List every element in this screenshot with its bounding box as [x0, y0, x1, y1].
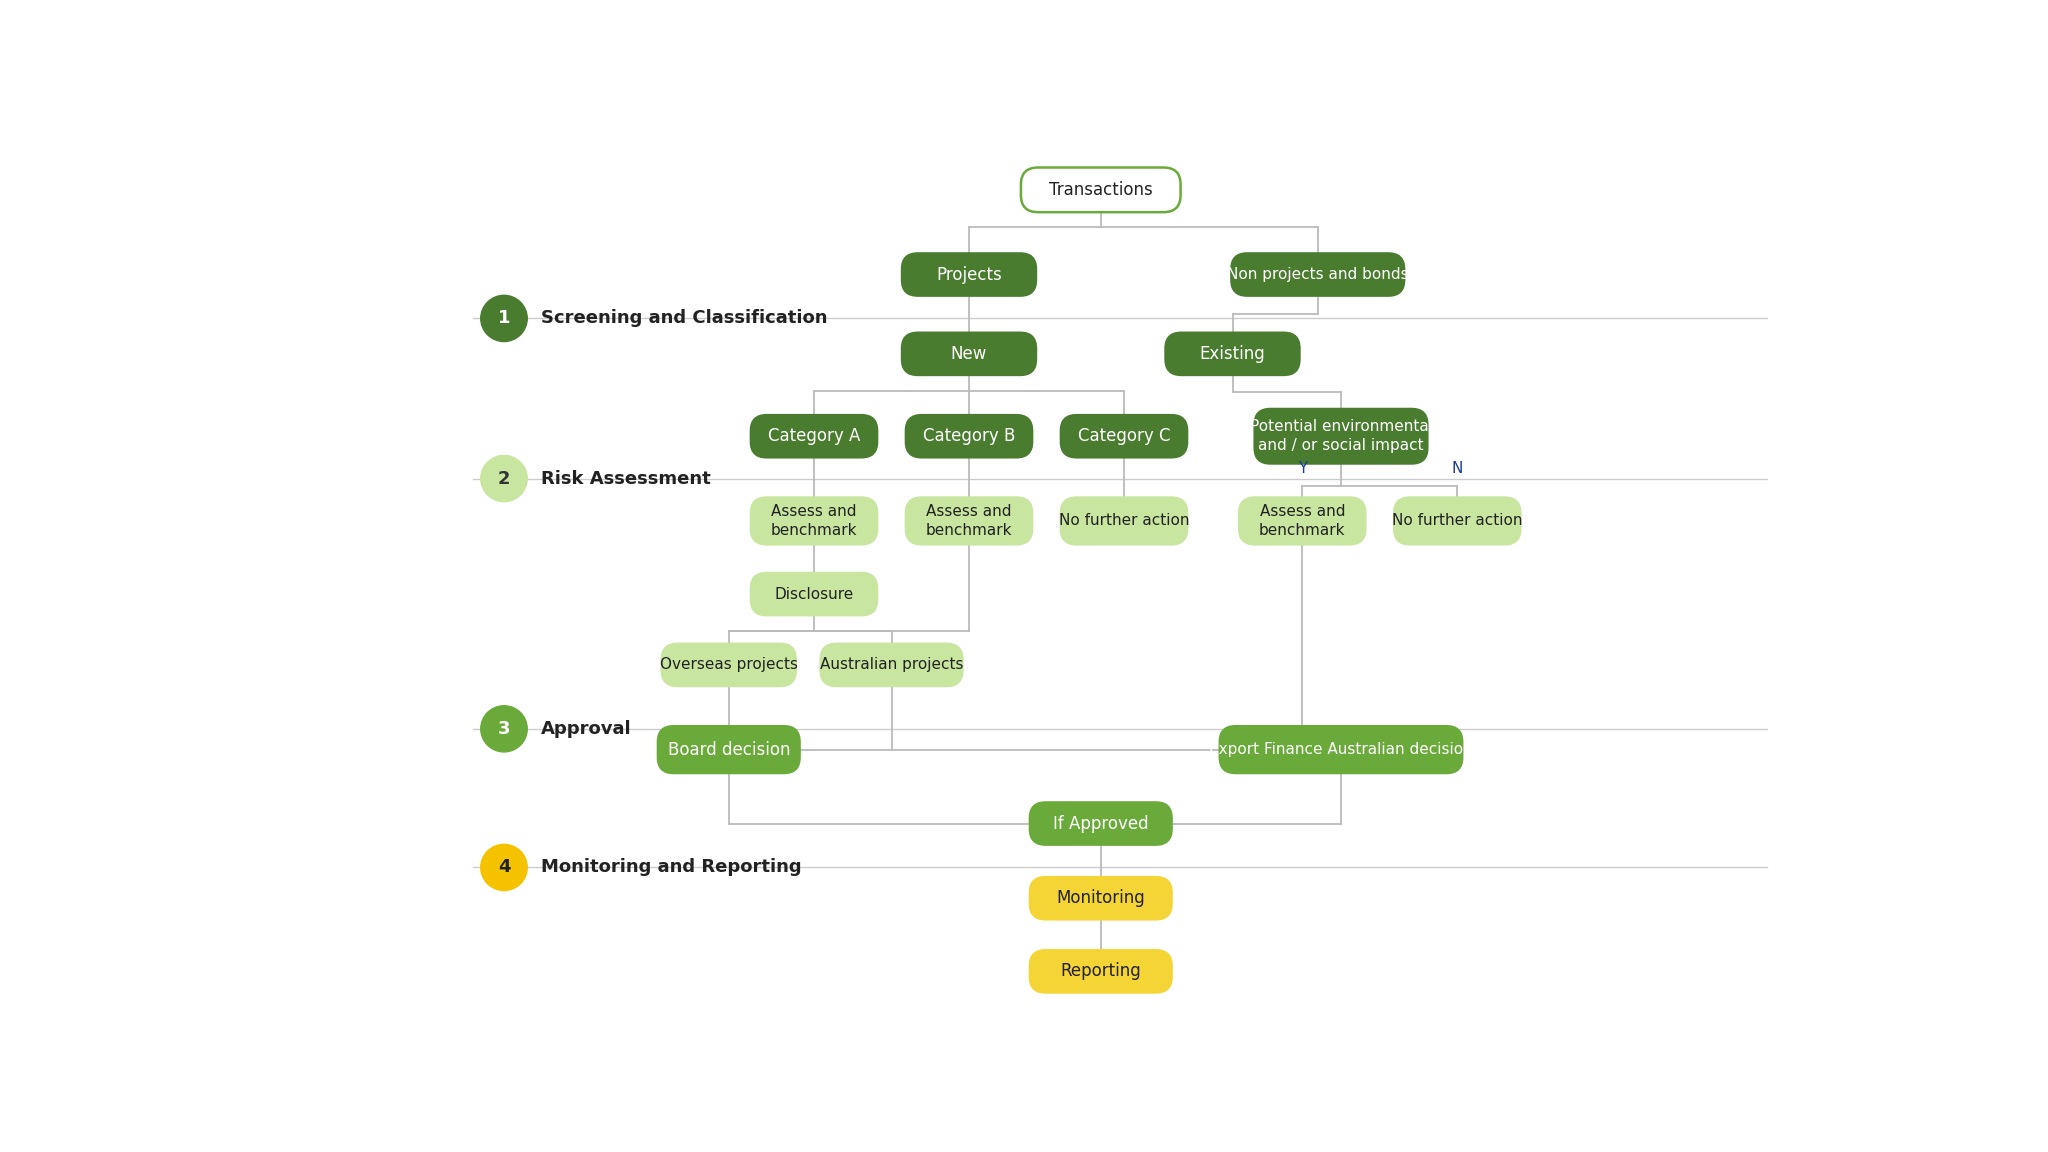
FancyBboxPatch shape — [750, 414, 879, 458]
Text: New: New — [950, 344, 987, 363]
Text: Disclosure: Disclosure — [774, 586, 854, 601]
FancyBboxPatch shape — [905, 414, 1034, 458]
Circle shape — [481, 455, 526, 501]
Text: Assess and
benchmark: Assess and benchmark — [1260, 505, 1346, 538]
Text: Overseas projects: Overseas projects — [659, 658, 799, 673]
FancyBboxPatch shape — [1028, 801, 1174, 846]
Text: Approval: Approval — [541, 720, 633, 737]
FancyBboxPatch shape — [657, 725, 801, 774]
Text: Non projects and bonds: Non projects and bonds — [1227, 267, 1409, 282]
Text: Screening and Classification: Screening and Classification — [541, 310, 827, 327]
FancyBboxPatch shape — [1028, 949, 1174, 994]
Circle shape — [481, 706, 526, 752]
FancyBboxPatch shape — [901, 332, 1036, 377]
FancyBboxPatch shape — [1253, 408, 1430, 464]
FancyBboxPatch shape — [1028, 876, 1174, 920]
Circle shape — [481, 295, 526, 341]
Text: Monitoring and Reporting: Monitoring and Reporting — [541, 858, 803, 877]
Text: If Approved: If Approved — [1053, 814, 1149, 833]
Text: No further action: No further action — [1393, 514, 1522, 529]
FancyBboxPatch shape — [1219, 725, 1464, 774]
FancyBboxPatch shape — [1237, 497, 1366, 546]
Text: Category A: Category A — [768, 427, 860, 445]
FancyBboxPatch shape — [1020, 167, 1180, 212]
FancyBboxPatch shape — [1393, 497, 1522, 546]
Text: Projects: Projects — [936, 265, 1001, 283]
FancyBboxPatch shape — [905, 497, 1034, 546]
Text: Monitoring: Monitoring — [1057, 889, 1145, 908]
Text: Assess and
benchmark: Assess and benchmark — [926, 505, 1012, 538]
Text: Potential environmental
and / or social impact: Potential environmental and / or social … — [1249, 419, 1432, 453]
Text: Y: Y — [1298, 461, 1307, 476]
Text: 4: 4 — [498, 858, 510, 877]
Text: 3: 3 — [498, 720, 510, 737]
FancyBboxPatch shape — [1165, 332, 1300, 377]
FancyBboxPatch shape — [662, 643, 797, 688]
Circle shape — [481, 844, 526, 890]
Text: Assess and
benchmark: Assess and benchmark — [770, 505, 858, 538]
Text: Category C: Category C — [1077, 427, 1169, 445]
FancyBboxPatch shape — [1059, 497, 1188, 546]
Text: Reporting: Reporting — [1061, 962, 1141, 980]
FancyBboxPatch shape — [1059, 414, 1188, 458]
FancyBboxPatch shape — [750, 571, 879, 616]
Text: Board decision: Board decision — [668, 741, 791, 759]
Text: Risk Assessment: Risk Assessment — [541, 470, 711, 487]
FancyBboxPatch shape — [1231, 252, 1405, 297]
Text: Existing: Existing — [1200, 344, 1266, 363]
Text: Export Finance Australian decision: Export Finance Australian decision — [1208, 742, 1473, 757]
Text: 1: 1 — [498, 310, 510, 327]
FancyBboxPatch shape — [901, 252, 1036, 297]
Text: Australian projects: Australian projects — [819, 658, 963, 673]
FancyBboxPatch shape — [750, 497, 879, 546]
Text: No further action: No further action — [1059, 514, 1190, 529]
FancyBboxPatch shape — [819, 643, 963, 688]
Text: Transactions: Transactions — [1049, 181, 1153, 199]
Text: 2: 2 — [498, 470, 510, 487]
Text: N: N — [1452, 461, 1462, 476]
Text: Category B: Category B — [924, 427, 1016, 445]
